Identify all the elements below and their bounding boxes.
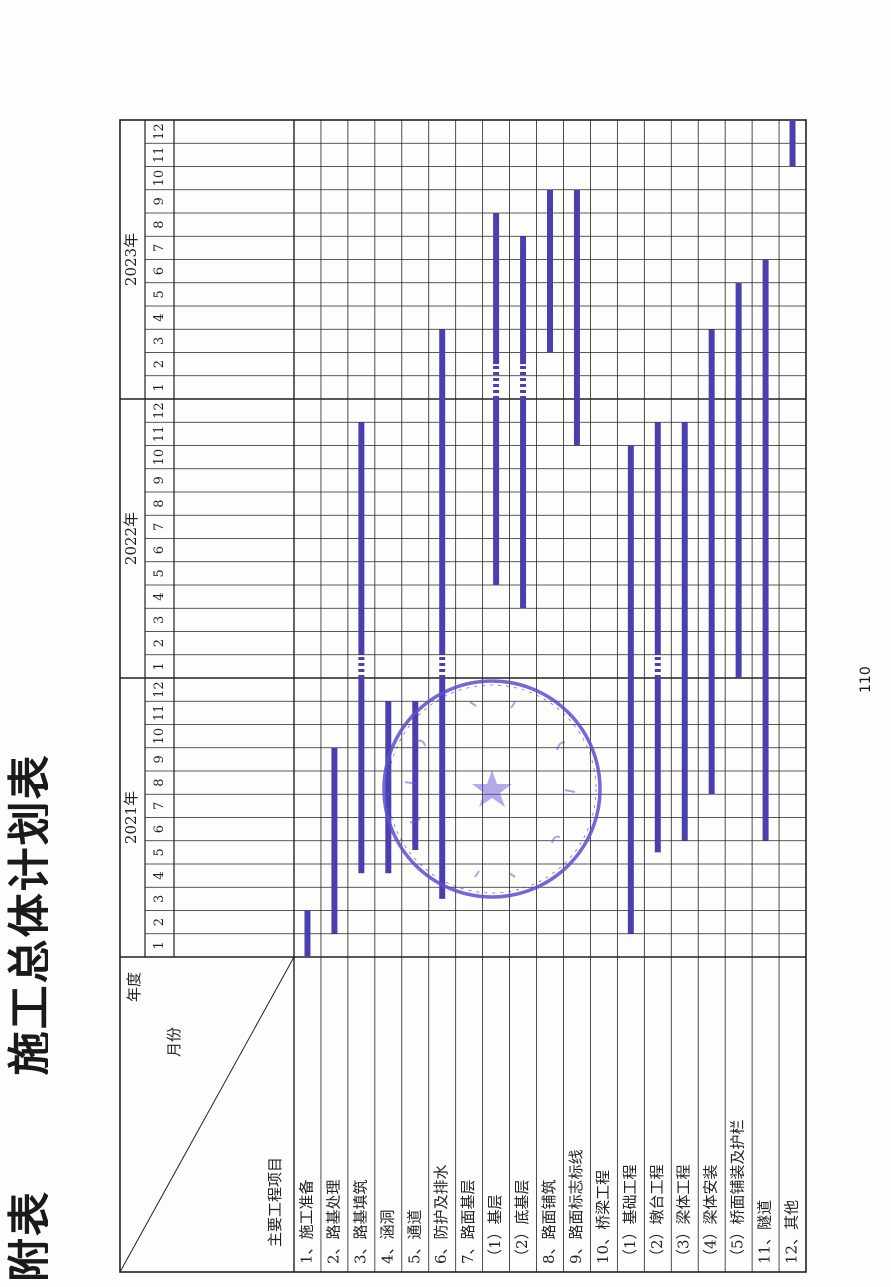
month-label: 9 [152, 476, 167, 484]
month-label: 3 [152, 895, 167, 903]
month-label: 12 [152, 123, 167, 140]
item-label: （1）基层 [486, 1194, 504, 1264]
item-label: 4、涵洞 [378, 1209, 396, 1264]
item-label: 7、路面基层 [459, 1179, 477, 1264]
page-number: 110 [858, 666, 874, 693]
month-label: 12 [152, 402, 167, 419]
item-label: （2）底基层 [513, 1179, 531, 1264]
month-label: 8 [152, 499, 167, 507]
item-label: 10、桥梁工程 [594, 1170, 612, 1264]
month-label: 2 [152, 918, 167, 926]
item-label: （5）桥面铺装及护栏 [729, 1119, 747, 1264]
year-header-label: 年度 [125, 972, 143, 1002]
item-label: 9、路面标志标线 [567, 1149, 585, 1264]
item-label: 5、通道 [405, 1209, 423, 1264]
item-label: 3、路基填筑 [351, 1179, 369, 1264]
month-label: 8 [152, 778, 167, 786]
item-label: 12、其他 [783, 1200, 801, 1264]
month-label: 4 [152, 592, 167, 600]
item-label: （1）基础工程 [621, 1164, 639, 1264]
month-label: 2 [152, 360, 167, 368]
item-label: 11、隧道 [756, 1200, 774, 1264]
official-seal-stamp [382, 679, 602, 899]
month-label: 1 [152, 662, 167, 670]
item-label: 8、路面铺筑 [540, 1179, 558, 1264]
month-label: 11 [152, 705, 167, 722]
month-label: 4 [152, 313, 167, 321]
month-label: 1 [152, 383, 167, 391]
year-label-1: 2021年 [122, 791, 140, 844]
month-label: 7 [152, 244, 167, 252]
month-label: 6 [152, 267, 167, 275]
month-label: 10 [152, 449, 167, 466]
year-label-2: 2022年 [122, 512, 140, 565]
month-label: 1 [152, 941, 167, 949]
item-label: （2）墩台工程 [648, 1164, 666, 1264]
month-label: 4 [152, 871, 167, 879]
month-label: 12 [152, 681, 167, 698]
month-label: 6 [152, 825, 167, 833]
table-border [119, 119, 807, 1273]
item-label: 1、施工准备 [297, 1179, 315, 1264]
month-label: 10 [152, 170, 167, 187]
month-label: 9 [152, 755, 167, 763]
month-label: 10 [152, 728, 167, 745]
month-label: 5 [152, 569, 167, 577]
month-label: 5 [152, 290, 167, 298]
item-label: （4）梁体安装 [702, 1164, 720, 1264]
item-label: 2、路基处理 [324, 1179, 342, 1264]
item-label: 6、防护及排水 [432, 1164, 450, 1264]
month-header-label: 月份 [165, 1027, 183, 1057]
month-label: 7 [152, 523, 167, 531]
header-diagonal [119, 956, 295, 1273]
month-label: 3 [152, 337, 167, 345]
item-header-label: 主要工程项目 [266, 1157, 284, 1247]
month-label: 2 [152, 639, 167, 647]
month-label: 5 [152, 848, 167, 856]
year-label-3: 2023年 [122, 233, 140, 286]
month-label: 11 [152, 426, 167, 443]
month-label: 11 [152, 147, 167, 164]
month-label: 7 [152, 802, 167, 810]
item-label: （3）梁体工程 [675, 1164, 693, 1264]
month-label: 8 [152, 220, 167, 228]
month-label: 3 [152, 616, 167, 624]
month-label: 9 [152, 197, 167, 205]
month-label: 6 [152, 546, 167, 554]
